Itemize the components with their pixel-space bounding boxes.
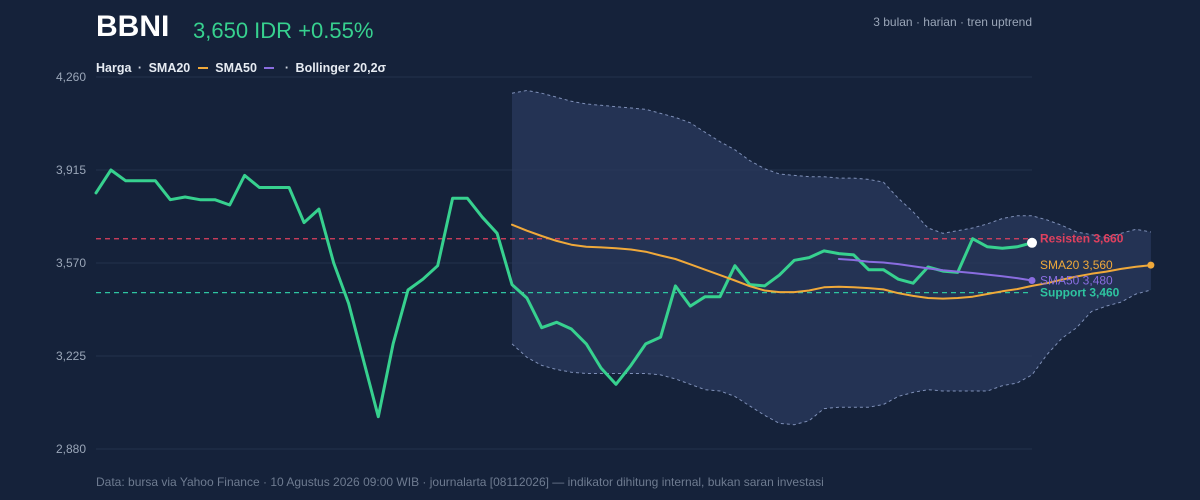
y-tick-label: 3,225 [56,349,86,363]
y-tick-label: 3,915 [56,163,86,177]
legend-sma20-swatch [197,66,208,69]
y-tick-label: 3,570 [56,256,86,270]
series-line-harga [94,168,1034,419]
series-line-sma20 [511,223,1152,300]
legend-sma50: SMA50 [215,60,257,75]
bollinger-upper-line [511,89,1151,238]
legend-bollinger: Bollinger 20,2σ [295,60,387,75]
y-tick-label: 2,880 [56,442,86,456]
sma20-end-label: SMA20 3,560 [1040,258,1113,272]
ticker-symbol: BBNI [96,10,170,43]
y-tick-label: 4,260 [56,70,86,84]
sma20-end-marker [1147,261,1155,269]
legend-price: Harga [96,60,132,75]
resistance-label: Resisten 3,660 [1040,232,1124,246]
legend-sma20: SMA20 [148,60,191,75]
timeframe-note: 3 bulan · harian · tren uptrend [873,15,1032,29]
legend-sma50-swatch [264,66,275,69]
sma50-end-label: SMA50 3,480 [1040,274,1113,288]
bollinger-band-fill [512,90,1151,425]
series-line-sma50 [837,258,1033,282]
footer-source: Data: bursa via Yahoo Finance · 10 Agust… [96,475,824,489]
sma50-end-marker [1028,277,1036,285]
support-label: Support 3,460 [1040,286,1120,300]
legend-separator: · [137,60,143,75]
chart-legend: Harga · SMA20 SMA50 · Bollinger 20,2σ [96,60,386,75]
bollinger-lower-line [511,289,1152,426]
legend-separator: · [284,60,290,75]
price-change: 3,650 IDR +0.55% [193,18,374,43]
price-end-marker [1027,237,1037,248]
